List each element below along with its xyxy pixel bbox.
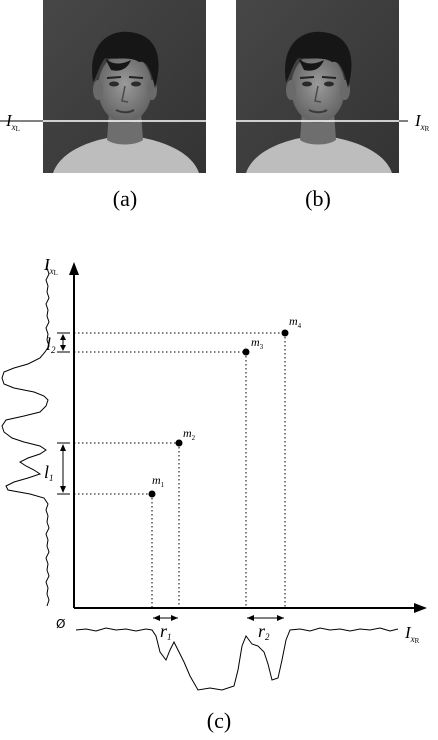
- interval-r2-label: r2: [258, 621, 270, 642]
- left-intensity-profile: [1, 261, 50, 607]
- interval-r1-marker: [153, 615, 178, 621]
- label-m2: m2: [183, 426, 196, 442]
- origin-label: Ø: [56, 617, 65, 631]
- x-axis-label: IxR: [404, 623, 420, 645]
- interval-l2-label: l2: [46, 334, 56, 355]
- scanline-right-label: IxR: [414, 111, 430, 133]
- label-m4: m4: [289, 314, 302, 330]
- interval-l1-marker: [57, 442, 70, 495]
- interval-r2-marker: [247, 615, 284, 621]
- point-m3: [242, 348, 250, 356]
- label-m3: m3: [251, 335, 264, 351]
- y-axis-label: IxL: [43, 255, 58, 277]
- label-m1: m1: [152, 473, 165, 489]
- point-m4: [281, 329, 289, 337]
- photo-left: [42, 0, 207, 174]
- caption-a: (a): [113, 186, 137, 211]
- point-m1: [148, 490, 156, 498]
- bottom-intensity-profile: [75, 627, 399, 691]
- point-m2: [175, 439, 183, 447]
- scanline-left-label: IxL: [5, 111, 20, 133]
- caption-b: (b): [305, 186, 331, 211]
- interval-l2-marker: [57, 332, 70, 353]
- interval-l1-label: l1: [44, 462, 54, 483]
- y-axis-arrow: [69, 262, 79, 275]
- caption-c: (c): [207, 708, 231, 733]
- interval-r1-label: r1: [160, 621, 172, 642]
- x-axis-arrow: [414, 603, 427, 613]
- guide-lines: [74, 332, 286, 608]
- photo-right: [235, 0, 400, 174]
